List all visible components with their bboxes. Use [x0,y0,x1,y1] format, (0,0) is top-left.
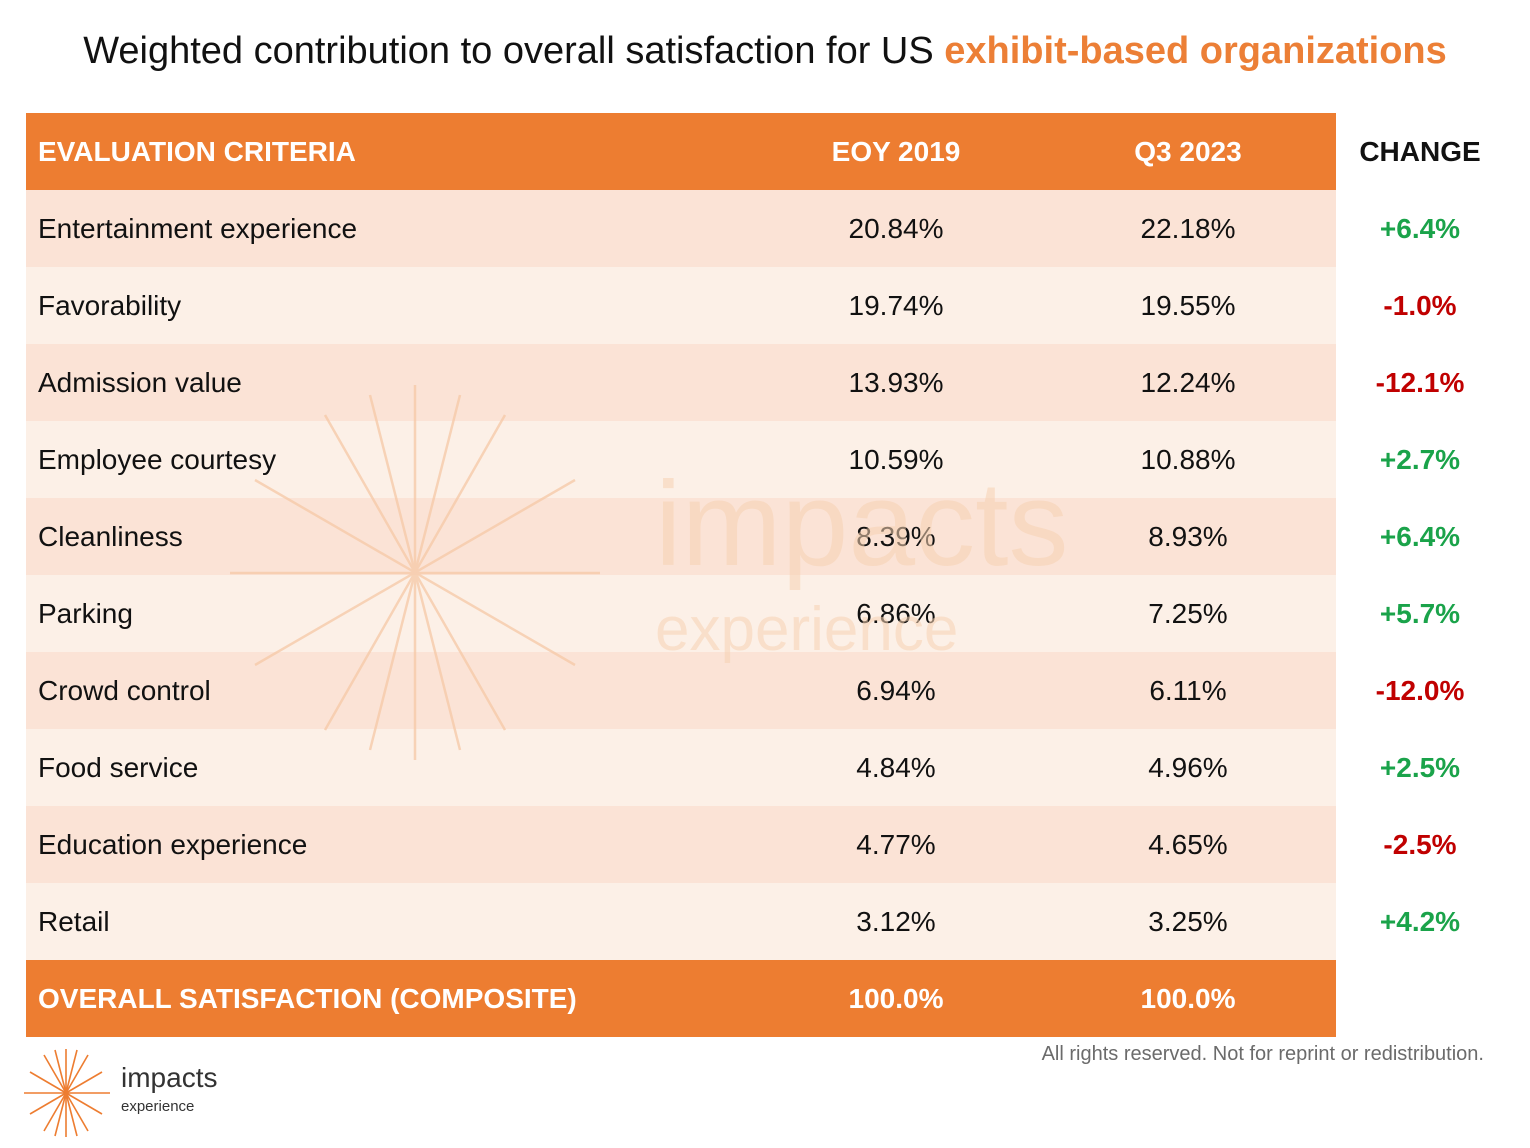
q32023-cell: 6.11% [1149,674,1227,706]
row-band [26,652,1336,729]
criteria-cell: Food service [38,751,199,783]
title-prefix: Weighted contribution to overall satisfa… [83,30,945,72]
criteria-cell: Cleanliness [38,520,183,552]
q32023-cell: 3.25% [1148,905,1228,937]
logo-name: impacts [121,1062,218,1093]
title-highlight: exhibit-based organizations [944,30,1447,72]
table-row: Education experience 4.77% 4.65% -2.5% [26,806,1490,883]
satisfaction-table: EVALUATION CRITERIA EOY 2019 Q3 2023 CHA… [26,113,1490,1037]
eoy2019-cell: 6.94% [856,674,936,706]
criteria-cell: Crowd control [38,674,211,706]
header-band [26,113,1336,190]
change-cell: +4.2% [1379,905,1461,937]
eoy2019-cell: 4.77% [856,828,936,860]
eoy2019-cell: 20.84% [848,212,944,244]
copyright-footnote: All rights reserved. Not for reprint or … [1041,1043,1484,1065]
criteria-cell: Admission value [38,366,242,398]
eoy2019-cell: 19.74% [848,289,944,321]
table-total-row: OVERALL SATISFACTION (COMPOSITE) 100.0% … [26,960,1490,1037]
row-band [26,729,1336,806]
q32023-cell: 8.93% [1148,520,1228,552]
table-body: Entertainment experience 20.84% 22.18% +6.4… [26,190,1490,960]
total-band [26,960,1336,1037]
table-row: Favorability 19.74% 19.55% -1.0% [26,267,1490,344]
total-criteria: OVERALL SATISFACTION (COMPOSITE) [38,982,577,1014]
row-band [26,190,1336,267]
header-criteria: EVALUATION CRITERIA [38,135,356,167]
total-eoy2019: 100.0% [848,982,944,1014]
table-row: Food service 4.84% 4.96% +2.5% [26,729,1490,806]
criteria-cell: Education experience [38,828,308,860]
q32023-cell: 19.55% [1140,289,1236,321]
row-band [26,498,1336,575]
eoy2019-cell: 6.86% [856,597,936,629]
header-eoy2019: EOY 2019 [831,135,961,167]
impacts-logo-icon [24,1049,110,1137]
table-row: Entertainment experience 20.84% 22.18% +6.4… [26,190,1490,267]
table-row: Parking 6.86% 7.25% +5.7% [26,575,1490,652]
change-cell: +6.4% [1379,520,1461,552]
q32023-cell: 12.24% [1140,366,1236,398]
row-band [26,267,1336,344]
change-cell: +2.7% [1379,443,1461,475]
criteria-cell: Entertainment experience [38,212,358,244]
change-cell: +6.4% [1379,212,1461,244]
change-cell: -2.5% [1383,828,1457,860]
change-cell: -12.0% [1375,674,1465,706]
criteria-cell: Retail [38,905,110,937]
header-q32023: Q3 2023 [1134,135,1242,167]
table-row: Cleanliness 8.39% 8.93% +6.4% [26,498,1490,575]
row-band [26,344,1336,421]
eoy2019-cell: 4.84% [856,751,936,783]
criteria-cell: Parking [38,597,133,629]
table-row: Admission value 13.93% 12.24% -12.1% [26,344,1490,421]
change-cell: +2.5% [1379,751,1461,783]
q32023-cell: 10.88% [1140,443,1236,475]
row-band [26,421,1336,498]
q32023-cell: 4.65% [1148,828,1228,860]
chart-title: Weighted contribution to overall satisfa… [0,30,1530,73]
table-header-row: EVALUATION CRITERIA EOY 2019 Q3 2023 CHA… [26,113,1490,190]
change-cell: -1.0% [1383,289,1457,321]
change-cell: -12.1% [1375,366,1465,398]
table-row: Retail 3.12% 3.25% +4.2% [26,883,1490,960]
criteria-cell: Employee courtesy [38,443,277,475]
row-band [26,883,1336,960]
criteria-cell: Favorability [38,289,182,321]
total-q32023: 100.0% [1140,982,1236,1014]
header-change: CHANGE [1359,135,1481,167]
eoy2019-cell: 8.39% [856,520,936,552]
q32023-cell: 7.25% [1148,597,1228,629]
change-cell: +5.7% [1379,597,1461,629]
q32023-cell: 4.96% [1148,751,1228,783]
row-band [26,575,1336,652]
eoy2019-cell: 3.12% [856,905,936,937]
table-row: Employee courtesy 10.59% 10.88% +2.7% [26,421,1490,498]
table-row: Crowd control 6.94% 6.11% -12.0% [26,652,1490,729]
row-band [26,806,1336,883]
eoy2019-cell: 10.59% [848,443,944,475]
logo-sub: experience [121,1098,195,1115]
eoy2019-cell: 13.93% [848,366,944,398]
q32023-cell: 22.18% [1140,212,1236,244]
